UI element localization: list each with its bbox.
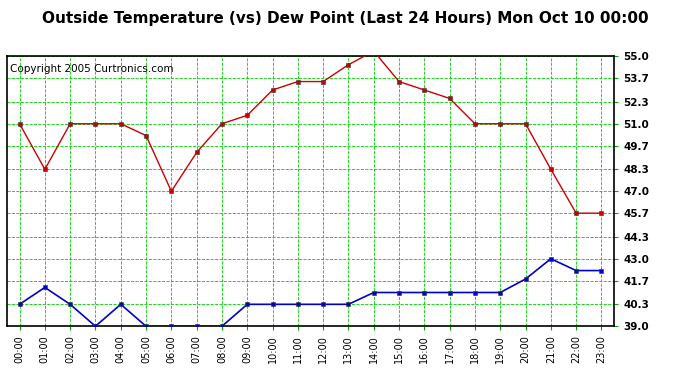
Text: Outside Temperature (vs) Dew Point (Last 24 Hours) Mon Oct 10 00:00: Outside Temperature (vs) Dew Point (Last… xyxy=(41,11,649,26)
Text: Copyright 2005 Curtronics.com: Copyright 2005 Curtronics.com xyxy=(10,64,173,74)
